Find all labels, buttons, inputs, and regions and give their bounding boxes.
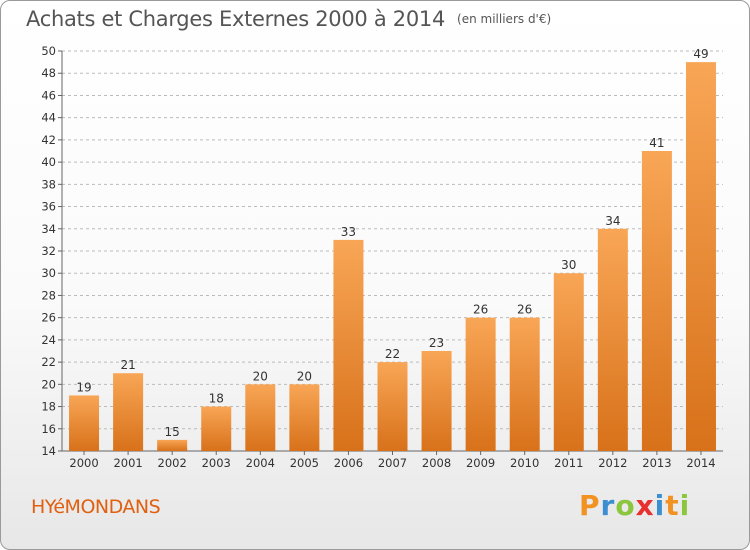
x-tick-label-2001: 2001 [113,456,142,470]
x-tick-label-2012: 2012 [598,456,627,470]
x-tick-label-2000: 2000 [69,456,98,470]
data-label-2008: 23 [429,336,444,350]
x-tick-label-2013: 2013 [642,456,671,470]
data-label-2003: 18 [209,392,224,406]
y-tick-label: 18 [41,400,56,414]
logo-letter: i [654,489,666,522]
place-name: HYéMONDANS [31,496,161,518]
y-tick-label: 14 [41,444,56,458]
bar-2004 [245,384,276,451]
bar-2014 [685,62,716,451]
x-tick-label-2010: 2010 [510,456,539,470]
y-tick-label: 22 [41,355,56,369]
data-label-2002: 15 [165,425,180,439]
bar-2005 [289,384,320,451]
y-tick-label: 44 [41,111,56,125]
data-label-2007: 22 [385,347,400,361]
y-tick-label: 30 [41,266,56,280]
logo-letter: t [665,489,680,522]
bar-2012 [597,228,628,451]
data-label-2005: 20 [297,369,312,383]
bar-2000 [69,395,100,451]
y-tick-label: 38 [41,177,56,191]
data-label-2010: 26 [517,303,532,317]
logo-letter: r [600,489,616,522]
labels: 14 16 18 20 22 24 26 28 30 32 34 36 38 40 42 44 46 48 50 20… [41,44,715,470]
proxiti-logo: Proxiti [579,489,690,522]
bars [69,62,716,451]
chart-title-text: Achats et Charges Externes 2000 à 2014 [26,7,446,31]
bar-2009 [465,317,496,451]
bar-2006 [333,239,364,451]
logo-letter: i [679,489,691,522]
y-tick-label: 26 [41,311,56,325]
x-tick-label-2009: 2009 [466,456,495,470]
y-tick-label: 16 [41,422,56,436]
bar-2008 [421,351,452,451]
x-tick-label-2014: 2014 [686,456,715,470]
data-label-2001: 21 [120,358,135,372]
bar-2010 [509,317,540,451]
bar-2002 [157,439,188,451]
bar-2003 [201,406,232,451]
y-tick-label: 20 [41,377,56,391]
chart-title: Achats et Charges Externes 2000 à 2014 (e… [26,7,551,31]
data-label-2006: 33 [341,225,356,239]
y-tick-label: 24 [41,333,56,347]
chart-unit-text: (en milliers d'€) [457,12,552,26]
x-tick-label-2008: 2008 [422,456,451,470]
data-label-2013: 41 [649,136,664,150]
x-tick-label-2003: 2003 [202,456,231,470]
logo-letter: P [579,489,601,522]
data-label-2009: 26 [473,303,488,317]
bar-2013 [641,151,672,451]
y-tick-label: 40 [41,155,56,169]
y-tick-label: 42 [41,133,56,147]
x-tick-label-2005: 2005 [290,456,319,470]
x-tick-label-2004: 2004 [246,456,275,470]
logo-letter: o [615,489,636,522]
bar-2001 [113,373,144,451]
x-tick-label-2007: 2007 [378,456,407,470]
x-tick-label-2002: 2002 [158,456,187,470]
data-label-2012: 34 [605,214,620,228]
y-tick-label: 50 [41,44,56,58]
x-tick-label-2006: 2006 [334,456,363,470]
y-tick-label: 48 [41,66,56,80]
bar-2007 [377,362,408,451]
logo-letter: x [635,489,655,522]
y-tick-label: 36 [41,200,56,214]
data-label-2004: 20 [253,369,268,383]
data-label-2000: 19 [76,380,91,394]
x-tick-label-2011: 2011 [554,456,583,470]
y-tick-label: 32 [41,244,56,258]
data-label-2014: 49 [693,47,708,61]
y-tick-label: 34 [41,222,56,236]
y-tick-label: 28 [41,288,56,302]
data-label-2011: 30 [561,258,576,272]
y-tick-label: 46 [41,88,56,102]
bar-2011 [553,273,584,451]
